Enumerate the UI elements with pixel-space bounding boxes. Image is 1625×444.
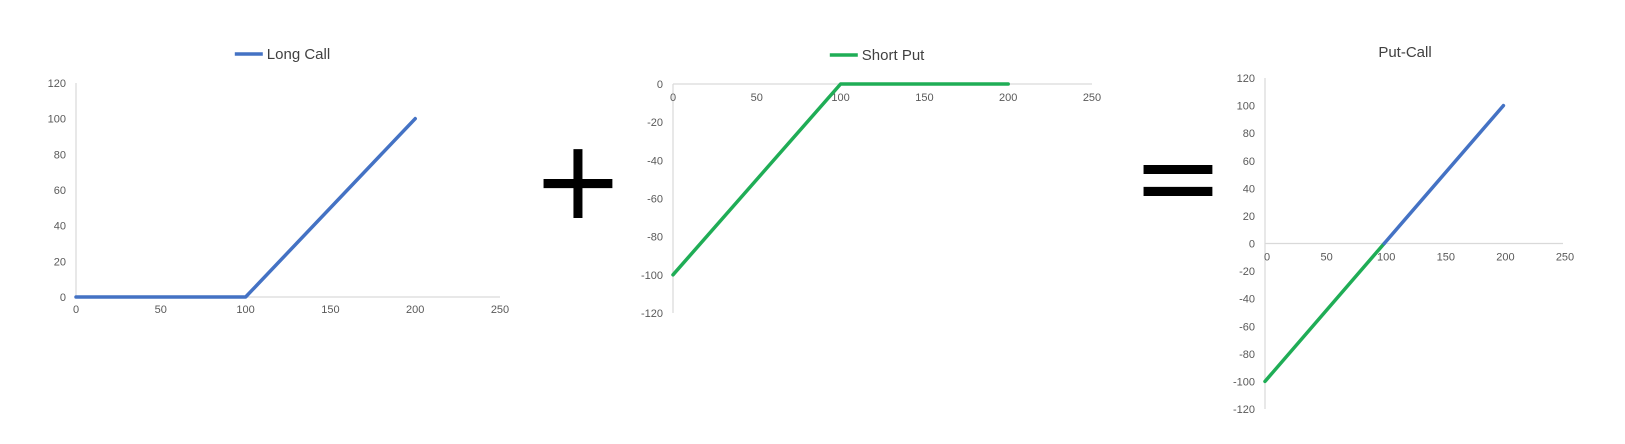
chart-title: Put-Call [1378,44,1431,61]
x-tick-label: 200 [406,304,424,316]
long-call-line [74,116,417,299]
y-tick-label: 80 [1243,128,1255,140]
x-tick-label: 50 [1320,252,1332,264]
x-tick-label: 150 [915,92,933,104]
y-tick-label: -40 [647,155,663,167]
y-tick-label: -40 [1239,294,1255,306]
y-tick-label: 80 [54,149,66,161]
short-put-line [671,82,1010,277]
y-tick-label: -20 [647,117,663,129]
x-tick-label: 200 [1496,252,1514,264]
x-tick-label: 250 [1083,92,1101,104]
y-tick-label: -100 [1233,376,1255,388]
x-tick-label: 150 [1437,252,1455,264]
y-tick-label: 120 [48,78,66,90]
y-tick-label: 40 [1243,183,1255,195]
x-tick-label: 150 [321,304,339,316]
y-tick-label: -100 [641,270,663,282]
x-tick-label: 0 [73,304,79,316]
x-tick-label: 250 [1556,252,1574,264]
x-tick-label: 200 [999,92,1017,104]
payoff-segment-0-line [1263,241,1386,384]
y-tick-label: -80 [647,232,663,244]
y-tick-label: 0 [657,79,663,91]
y-tick-label: -120 [641,308,663,320]
y-tick-label: 60 [1243,156,1255,168]
y-tick-label: 60 [54,185,66,197]
y-tick-label: -60 [647,194,663,206]
y-tick-label: 100 [1237,101,1255,113]
legend-label: Short Put [862,47,925,64]
y-tick-label: 0 [60,292,66,304]
legend-label: Long Call [267,46,330,63]
equals-operator: = [1132,113,1224,241]
x-tick-label: 100 [1377,252,1395,264]
x-tick-label: 0 [670,92,676,104]
x-tick-label: 100 [236,304,254,316]
y-tick-label: 120 [1237,73,1255,85]
y-tick-label: 0 [1249,239,1255,251]
long-call-chart: 0 20 40 60 80 100 120 0 50 100 150 200 250 Long Call [48,46,510,316]
y-tick-label: 20 [54,256,66,268]
short-put-chart: 0 -20 -40 -60 -80 -100 -120 0 50 100 150 200 250 Shor… [641,47,1101,320]
x-tick-label: 250 [491,304,509,316]
y-tick-label: 100 [48,114,66,126]
payoff-segment-1-line [1382,103,1506,246]
x-tick-label: 0 [1264,252,1270,264]
y-tick-label: -80 [1239,349,1255,361]
x-tick-label: 100 [831,92,849,104]
y-tick-label: -20 [1239,266,1255,278]
plus-operator: + [532,116,624,244]
y-tick-label: 40 [54,221,66,233]
y-tick-label: -120 [1233,404,1255,416]
y-tick-label: -60 [1239,321,1255,333]
x-tick-label: 50 [155,304,167,316]
x-tick-label: 50 [751,92,763,104]
y-tick-label: 20 [1243,211,1255,223]
